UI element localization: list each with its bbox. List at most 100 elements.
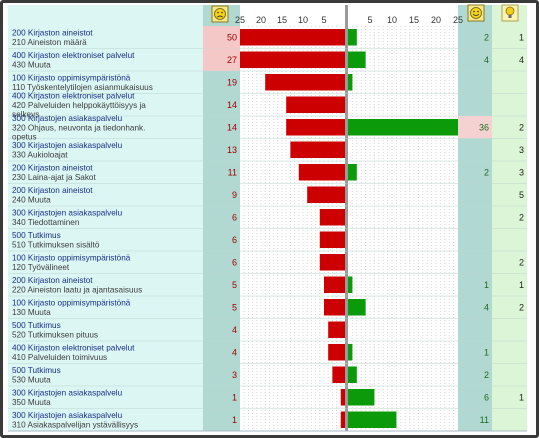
row-category: 400 Kirjaston elektroniset palvelut (12, 92, 135, 101)
row-category: 500 Tutkimus (12, 231, 61, 240)
row-subcategory: 520 Tutkimuksen pituus (12, 330, 98, 339)
neg-bar (286, 96, 345, 113)
left-axis-tick: 10 (298, 15, 308, 25)
neg-count: 11 (228, 167, 237, 177)
pos-bar (348, 164, 357, 181)
neg-count: 5 (232, 280, 237, 290)
row-category: 100 Kirjasto oppimisympäristönä (12, 254, 131, 263)
row-subcategory: 510 Tutkimuksen sisältö (12, 240, 100, 249)
neg-bar (324, 276, 345, 293)
row-subcategory: 130 Muuta (12, 308, 51, 317)
pos-count: 1 (484, 347, 489, 357)
icon-face (470, 7, 482, 19)
icon-eye (221, 11, 223, 14)
row-category: 500 Tutkimus (12, 321, 61, 330)
icon-mouth (216, 15, 224, 18)
extra-count: 5 (519, 190, 524, 200)
extra-count: 1 (519, 32, 524, 42)
pos-bar (348, 29, 357, 46)
row-subcategory: 410 Palveluiden toimivuus (12, 353, 107, 362)
extra-count: 2 (519, 302, 524, 312)
neg-count: 1 (232, 415, 237, 425)
row-subcategory: 230 Laina-ajat ja Sakot (12, 173, 96, 182)
icon-eye (473, 10, 475, 13)
neg-bar (324, 299, 345, 316)
row-subcategory: 420 Palveluiden helppokäyttöisyys ja (12, 101, 146, 110)
left-axis-tick: 20 (256, 15, 266, 25)
neg-count: 9 (232, 190, 237, 200)
row-category: 300 Kirjastojen asiakaspalvelu (12, 209, 123, 218)
neg-highlight (203, 48, 240, 71)
neg-count: 13 (227, 145, 237, 155)
icon-face (214, 8, 226, 20)
neg-bar (340, 389, 345, 406)
pos-count: 36 (479, 122, 489, 132)
pos-count: 6 (484, 392, 489, 402)
row-category: 100 Kirjasto oppimisympäristönä (12, 299, 131, 308)
neg-bar (328, 321, 345, 338)
neg-bar (240, 29, 345, 46)
pos-count: 2 (484, 370, 489, 380)
happy-face-icon (467, 4, 485, 22)
right-axis-tick: 20 (431, 15, 441, 25)
sad-face-icon (211, 5, 229, 23)
icon-eye (477, 10, 479, 13)
neg-bar (240, 51, 345, 68)
pos-bar (348, 276, 353, 293)
left-axis-tick: 5 (321, 15, 326, 25)
pos-count-column-bg (458, 5, 492, 431)
extra-count: 1 (519, 392, 524, 402)
pos-count: 11 (480, 415, 489, 425)
neg-count: 4 (232, 325, 237, 335)
neg-bar (298, 164, 345, 181)
row-category: 300 Kirjastojen asiakaspalvelu (12, 141, 123, 150)
neg-bar (319, 254, 345, 271)
row-subcategory: selkeys (12, 110, 39, 119)
row-subcategory: 220 Aineiston laatu ja ajantasaisuus (12, 285, 142, 294)
lightbulb-icon (501, 4, 519, 22)
row-category: 200 Kirjaston aineistot (12, 29, 93, 38)
row-subcategory: opetus (12, 132, 37, 141)
row-category: 200 Kirjaston aineistot (12, 276, 93, 285)
neg-count: 3 (232, 370, 237, 380)
pos-bar (348, 411, 397, 428)
row-category: 300 Kirjastojen asiakaspalvelu (12, 389, 123, 398)
row-subcategory: 240 Muuta (12, 195, 51, 204)
label-column-bg (8, 5, 203, 431)
row-subcategory: 530 Muuta (12, 375, 51, 384)
extra-count: 4 (519, 55, 524, 65)
left-axis-tick: 15 (277, 15, 287, 25)
neg-count: 27 (227, 55, 237, 65)
row-category: 300 Kirjastojen asiakaspalvelu (12, 114, 123, 123)
row-subcategory: 330 Aukioloajat (12, 150, 68, 159)
neg-count: 14 (227, 122, 237, 132)
right-axis-tick: 25 (453, 15, 463, 25)
neg-count: 1 (232, 392, 237, 402)
left-axis-tick: 25 (235, 15, 245, 25)
neg-count: 4 (232, 347, 237, 357)
pos-count: 1 (484, 280, 489, 290)
icon-mouth (472, 13, 480, 17)
neg-count: 19 (227, 77, 237, 87)
row-subcategory: 350 Muuta (12, 398, 51, 407)
pos-count: 4 (484, 55, 489, 65)
neg-count: 6 (232, 235, 237, 245)
pos-bar (348, 299, 366, 316)
neg-count: 6 (232, 257, 237, 267)
neg-count: 50 (227, 32, 237, 42)
icon-eye (217, 11, 219, 14)
